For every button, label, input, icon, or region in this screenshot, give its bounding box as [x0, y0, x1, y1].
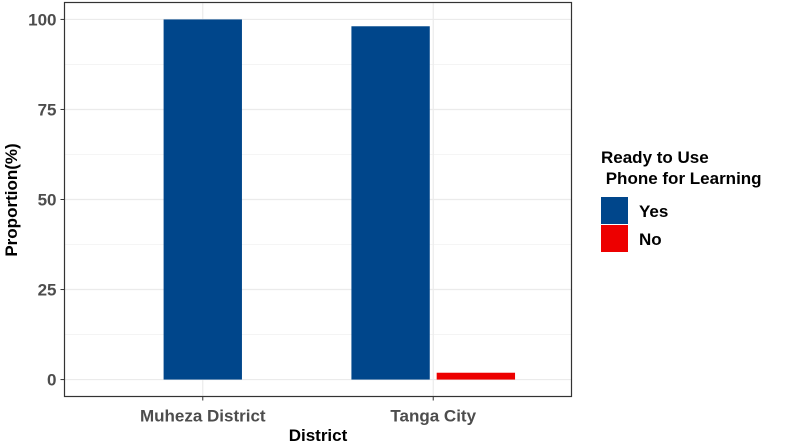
- y-tick-label: 100: [28, 10, 56, 29]
- x-axis: Muheza District Tanga City: [140, 396, 477, 426]
- bars: [163, 19, 516, 380]
- y-axis-title: Proportion(%): [2, 143, 21, 256]
- legend-label-yes: Yes: [639, 202, 668, 221]
- bar-yes-tanga-city: [351, 26, 430, 380]
- y-tick-label: 50: [38, 191, 57, 210]
- legend-key-yes: [601, 197, 628, 224]
- legend: Ready to Use Phone for Learning Yes No: [601, 148, 762, 252]
- y-tick-label: 25: [38, 281, 57, 300]
- y-axis: 0 25 50 75 100: [28, 10, 65, 390]
- bar-no-tanga-city: [436, 372, 516, 380]
- legend-title-line2: Phone for Learning: [601, 169, 762, 188]
- y-tick-label: 75: [38, 100, 57, 119]
- grid: [64, 2, 572, 397]
- x-axis-title: District: [289, 426, 348, 444]
- bar-yes-muheza-district: [163, 19, 242, 380]
- legend-label-no: No: [639, 230, 662, 249]
- y-tick-label: 0: [47, 371, 56, 390]
- x-tick-label: Tanga City: [390, 407, 476, 426]
- legend-title-line1: Ready to Use: [601, 148, 709, 167]
- legend-key-no: [601, 225, 628, 252]
- x-tick-label: Muheza District: [140, 407, 266, 426]
